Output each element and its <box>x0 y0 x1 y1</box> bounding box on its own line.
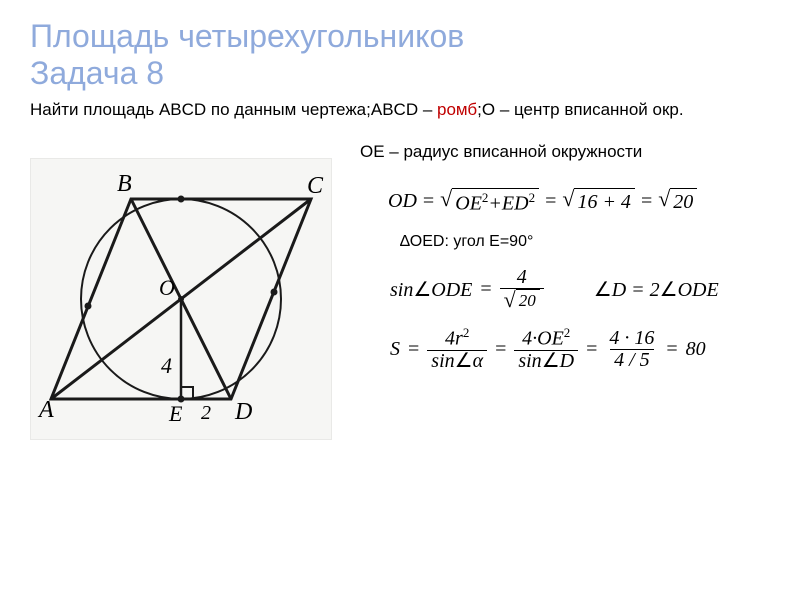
eq-sign: = <box>480 278 491 301</box>
slide-title: Площадь четырехугольников Задача 8 <box>30 18 770 92</box>
tangent-point <box>271 288 278 295</box>
label-two: 2 <box>201 402 211 424</box>
label-b: B <box>117 171 132 197</box>
radicand-2: 16 + 4 <box>574 188 635 214</box>
sin-den: √20 <box>500 288 544 312</box>
sqrt-2: √ 16 + 4 <box>562 188 635 214</box>
s3-den: 4 / 5 <box>610 349 654 371</box>
eq-sign: = <box>408 338 419 361</box>
task-prefix: Найти площадь ABCD по данным чертежа;ABC… <box>30 100 437 119</box>
formula-od: OD = √ OE2+ED2 = √ 16 + 4 = √ 20 <box>388 188 770 216</box>
od-lhs: OD <box>388 190 417 213</box>
radicand-3: 20 <box>670 188 697 214</box>
s-frac-3: 4 · 16 4 / 5 <box>605 328 658 371</box>
label-o: O <box>159 275 175 300</box>
sin-fraction: 4 √20 <box>500 267 544 312</box>
sin-lhs: sin∠ODE <box>390 277 472 302</box>
triangle-note: ∆OED: угол Е=90° <box>400 233 770 251</box>
sqrt-1: √ OE2+ED2 <box>440 188 539 216</box>
task-romb: ромб <box>437 100 477 119</box>
label-e: E <box>168 401 183 426</box>
label-c: C <box>307 173 324 199</box>
formula-sin: sin∠ODE = 4 √20 ∠D = 2∠ODE <box>390 267 770 312</box>
label-a: A <box>37 397 54 423</box>
right-column: OE – радиус вписанной окружности OD = √ … <box>332 138 770 382</box>
eq-sign: = <box>545 190 556 213</box>
radical-icon: √ <box>562 188 574 210</box>
s-lhs: S <box>390 338 400 361</box>
diagram-svg: A B C D O E 4 2 <box>31 159 331 439</box>
task-suffix: ;O – центр вписанной окр. <box>477 100 683 119</box>
label-four: 4 <box>161 353 172 378</box>
s-result: 80 <box>686 338 706 361</box>
angle-relation: ∠D = 2∠ODE <box>594 277 719 302</box>
radius-note: OE – радиус вписанной окружности <box>360 142 770 162</box>
formula-area: S = 4r2 sin∠α = 4·OE2 sin∠D = 4 · 16 4 /… <box>390 326 770 372</box>
s-frac-2: 4·OE2 sin∠D <box>514 326 578 372</box>
tangent-point <box>178 195 185 202</box>
label-d: D <box>234 399 252 425</box>
radical-icon: √ <box>440 188 452 210</box>
task-line: Найти площадь ABCD по данным чертежа;ABC… <box>30 100 770 120</box>
s-frac-1: 4r2 sin∠α <box>427 326 487 372</box>
geometry-figure: A B C D O E 4 2 <box>30 158 332 440</box>
eq-sign: = <box>666 338 677 361</box>
sin-num: 4 <box>513 267 531 288</box>
radicand-1: OE2+ED2 <box>452 188 539 216</box>
eq-sign: = <box>586 338 597 361</box>
tangent-point <box>85 302 92 309</box>
eq-sign: = <box>641 190 652 213</box>
eq-sign: = <box>495 338 506 361</box>
eq-sign: = <box>423 190 434 213</box>
s3-num: 4 · 16 <box>605 328 658 349</box>
sqrt-3: √ 20 <box>658 188 697 214</box>
content-row: A B C D O E 4 2 OE – радиус вписанной ок… <box>30 138 770 440</box>
slide: Площадь четырехугольников Задача 8 Найти… <box>0 0 800 600</box>
radical-icon: √ <box>658 188 670 210</box>
